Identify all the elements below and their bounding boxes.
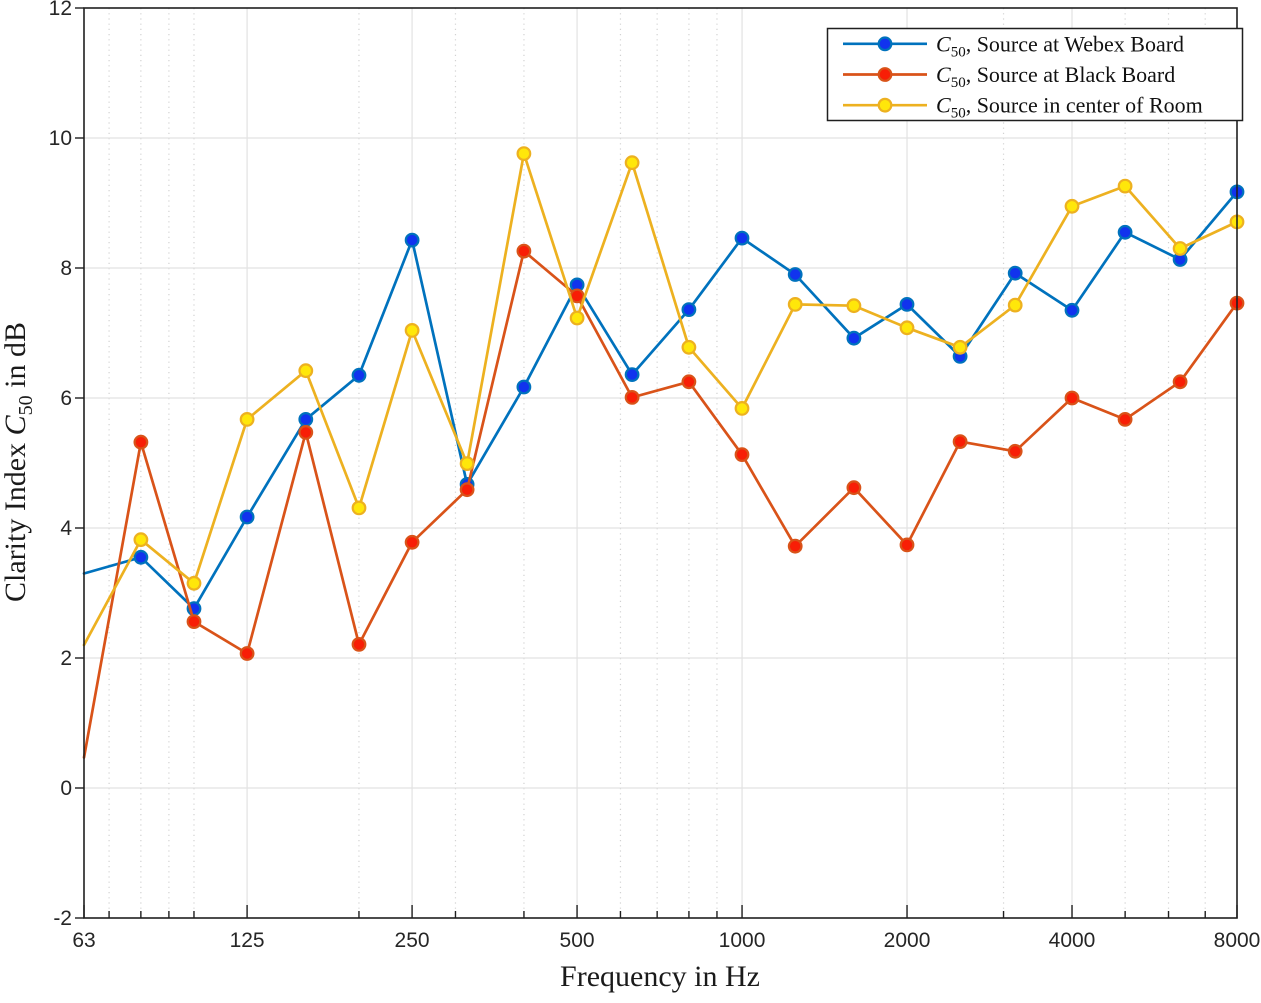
data-point-marker [1064,390,1080,406]
data-point-marker [1007,443,1023,459]
data-point-marker [516,146,532,162]
svg-text:2000: 2000 [884,929,931,952]
svg-text:2: 2 [60,647,72,670]
legend-label: C50, Source at Webex Board [936,31,1184,60]
data-point-marker [1172,374,1188,390]
data-point-marker [734,447,750,463]
data-point-marker [787,297,803,312]
svg-text:63: 63 [72,929,95,952]
data-point-marker [1064,302,1080,318]
data-point-marker [734,401,750,416]
legend-item-2: C50, Source in center of Room [843,93,1203,122]
x-axis-label: Frequency in Hz [560,960,760,993]
data-point-marker [569,310,585,326]
x-minor-gridlines [108,8,1206,918]
data-point-marker [787,538,803,554]
data-point-marker [239,412,255,427]
data-point-marker [952,339,968,355]
data-point-marker [459,482,475,498]
data-point-marker [239,509,255,525]
data-point-marker [1117,412,1133,427]
y-axis-label: Clarity Index C50 in dB [0,322,37,602]
svg-text:10: 10 [49,127,72,150]
data-point-marker [404,534,420,550]
data-point-marker [624,390,640,405]
data-point-marker [899,537,915,553]
svg-text:4: 4 [60,517,72,540]
svg-text:250: 250 [395,929,430,952]
data-point-marker [899,320,915,336]
series-line-1 [82,249,1239,759]
legend-marker [877,36,893,52]
data-point-marker [681,339,697,355]
legend-item-0: C50, Source at Webex Board [843,31,1184,60]
data-point-marker [1064,198,1080,214]
data-point-marker [1007,297,1023,313]
legend-label: C50, Source at Black Board [936,62,1175,91]
data-point-marker [846,330,862,346]
data-point-marker [516,243,532,259]
axis-ticks [75,7,1238,919]
data-point-marker [351,637,367,652]
data-point-marker [681,302,697,318]
data-point-marker [186,614,202,629]
data-point-marker [351,500,367,516]
svg-text:-2: -2 [53,907,72,930]
data-point-marker [459,456,475,472]
data-point-marker [298,412,314,427]
legend-marker [877,97,893,113]
svg-text:4000: 4000 [1049,929,1096,952]
data-point-marker [1172,241,1188,256]
data-point-marker [133,532,149,548]
series-group [82,146,1245,759]
data-point-marker [787,267,803,282]
data-point-marker [298,425,314,440]
data-point-marker [734,230,750,246]
data-point-marker [298,363,314,379]
data-point-marker [516,379,532,395]
data-point-marker [186,575,202,591]
data-point-marker [846,298,862,314]
y-tick-labels: -2 0 2 4 6 8 10 12 [49,0,73,930]
data-point-marker [351,367,367,383]
data-point-marker [899,297,915,312]
data-point-marker [404,323,420,338]
data-point-marker [1117,224,1133,240]
data-point-marker [952,434,968,450]
major-gridlines [84,8,1237,918]
data-point-marker [133,549,149,565]
legend-label: C50, Source in center of Room [936,93,1203,122]
data-point-marker [1117,178,1133,194]
svg-text:8000: 8000 [1214,929,1261,952]
legend-item-1: C50, Source at Black Board [843,62,1175,91]
series-line-2 [82,152,1239,647]
data-point-marker [624,367,640,383]
data-point-marker [681,374,697,390]
svg-text:125: 125 [230,929,265,952]
legend-marker [877,67,893,82]
svg-text:6: 6 [60,387,72,410]
svg-text:8: 8 [60,257,72,280]
plot-box [83,7,1238,919]
series-line-0 [82,190,1239,610]
svg-text:0: 0 [60,777,72,800]
svg-text:500: 500 [560,929,595,952]
data-point-marker [624,155,640,171]
data-point-marker [846,480,862,496]
data-point-marker [404,232,420,248]
x-tick-labels: 63 125 250 500 1000 2000 4000 8000 [72,929,1260,952]
svg-text:1000: 1000 [719,929,766,952]
data-point-marker [239,646,255,661]
data-point-marker [1007,265,1023,281]
svg-text:12: 12 [49,0,72,20]
data-point-marker [133,434,149,450]
